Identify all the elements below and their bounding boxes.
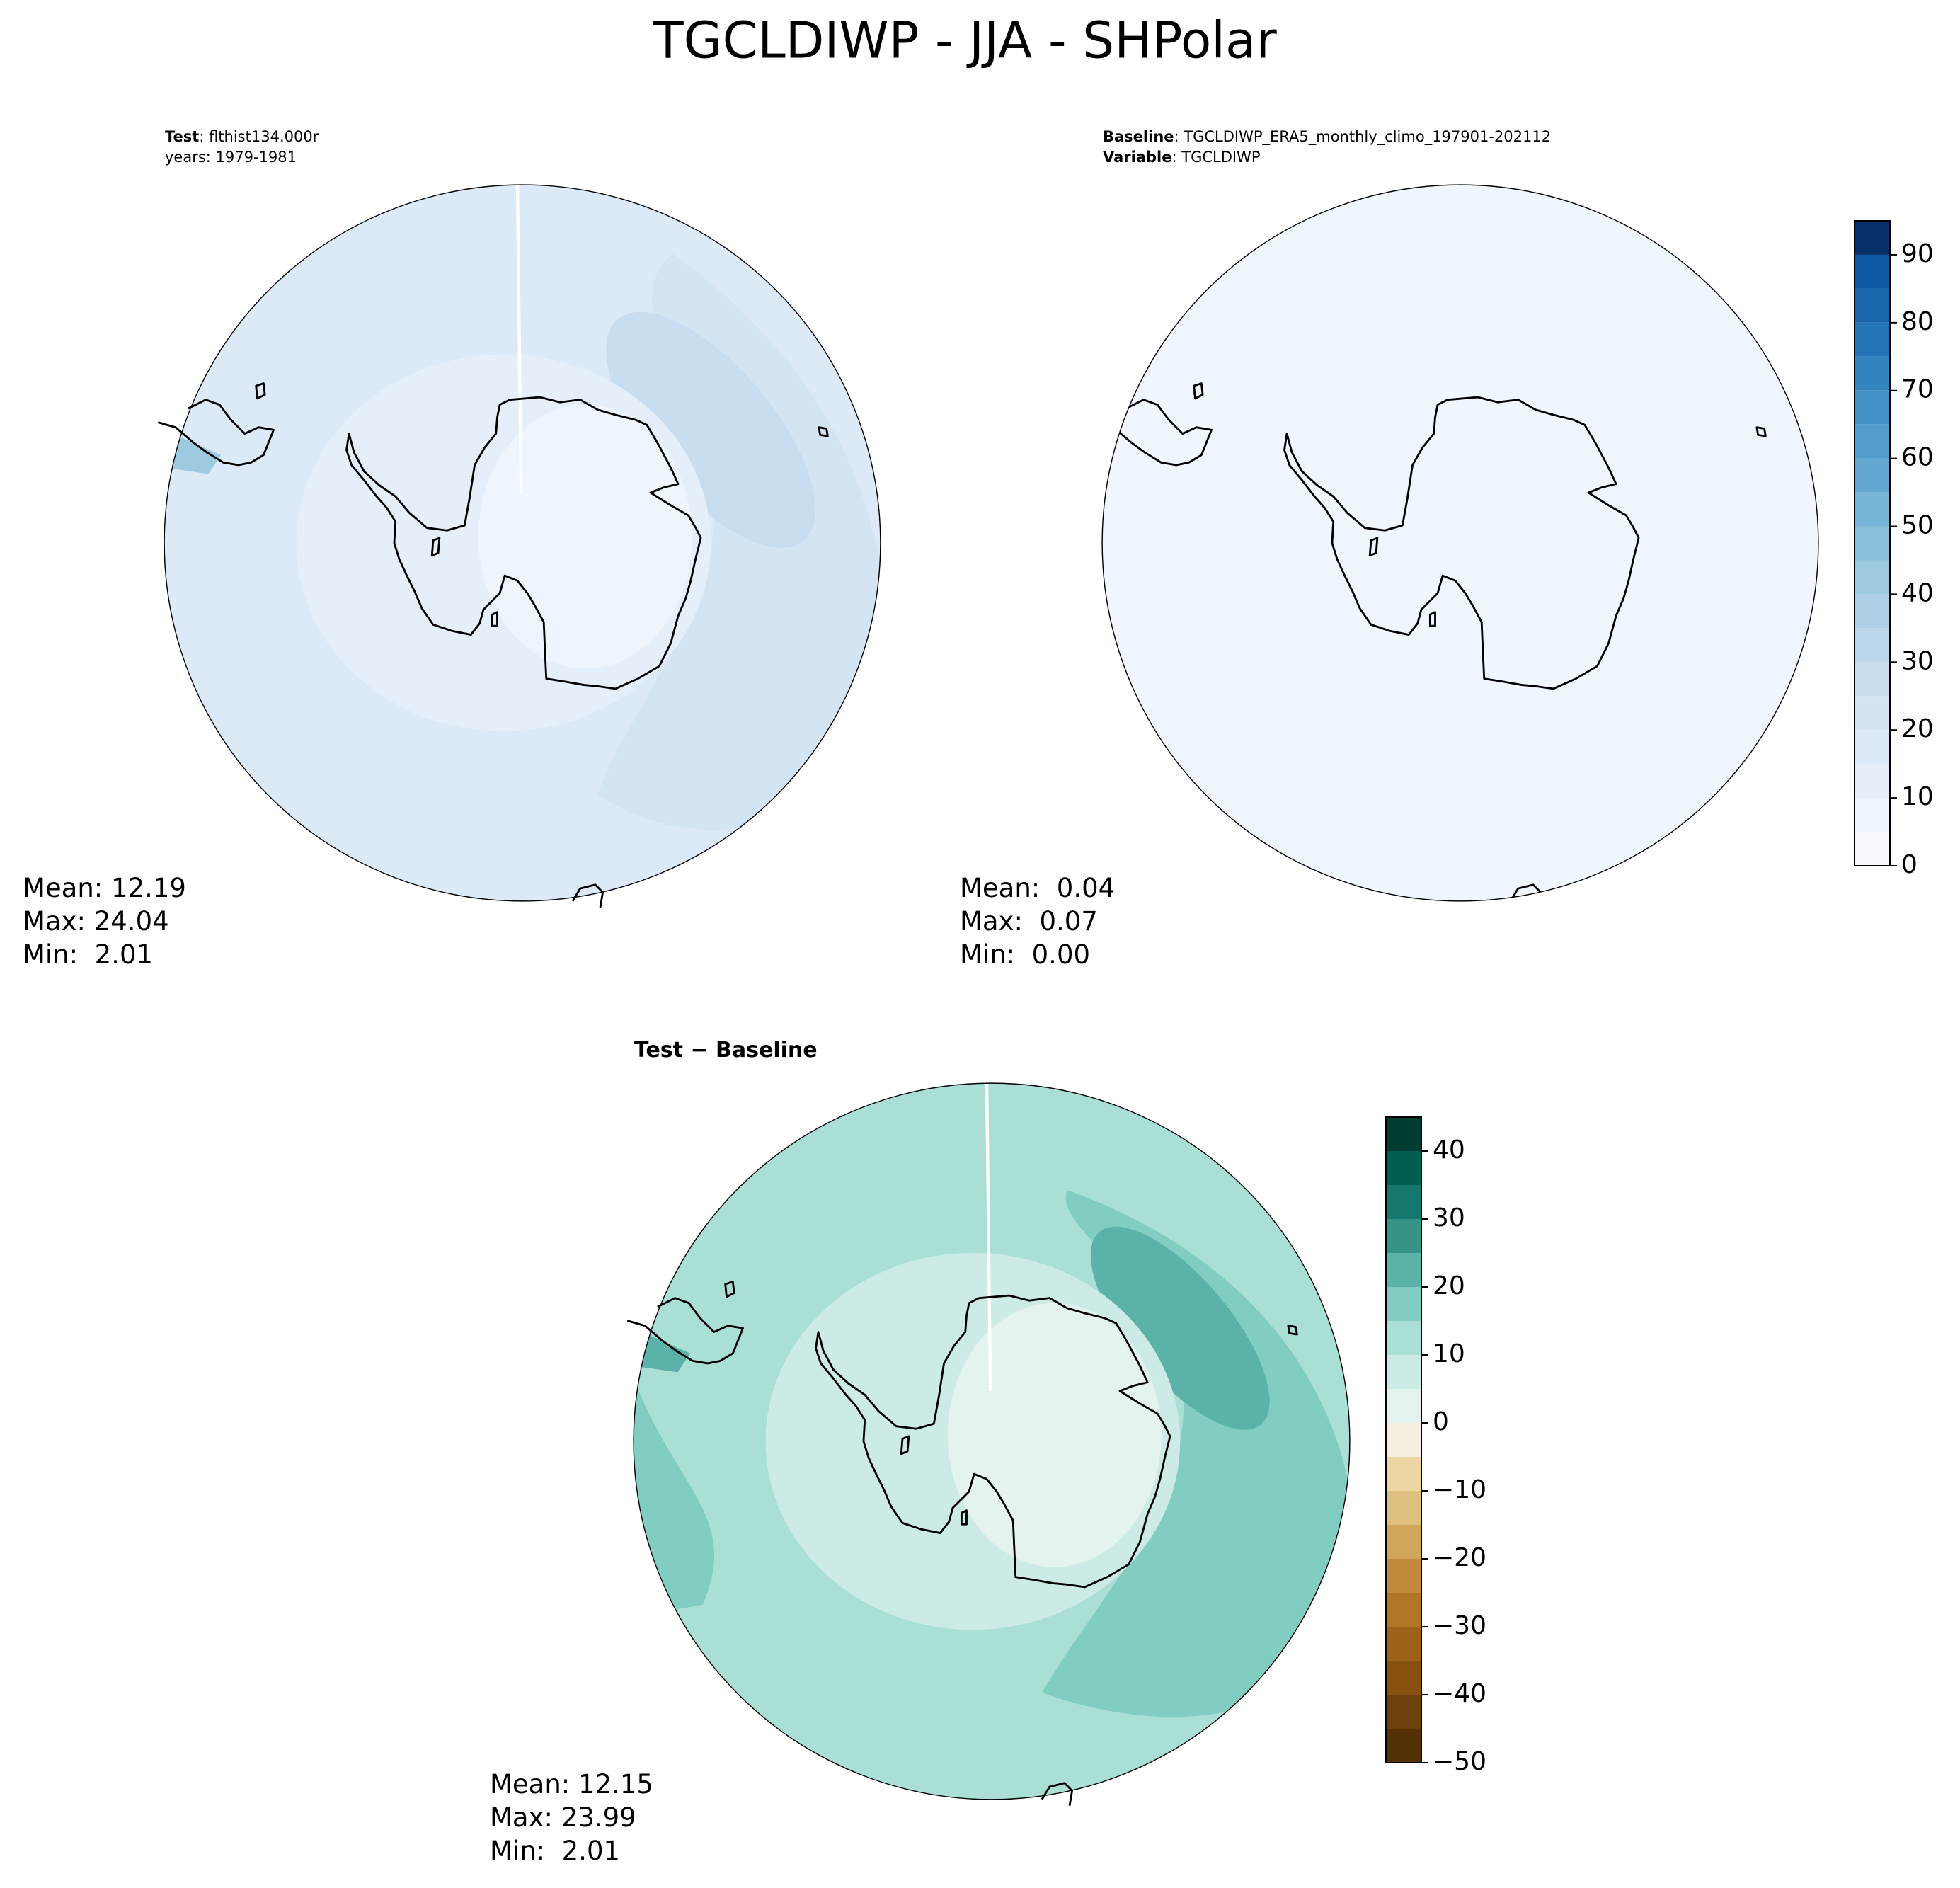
colorbar-band xyxy=(1386,1491,1421,1525)
header-text: years: 1979-1981 xyxy=(165,149,297,166)
colorbar-band xyxy=(1855,560,1890,595)
colorbar-band xyxy=(1855,458,1890,493)
colorbar-frame xyxy=(1854,220,1891,866)
colorbar-band xyxy=(1386,1219,1421,1253)
colorbar-tick-label: −40 xyxy=(1433,1679,1486,1708)
stat-text: Min: 0.00 xyxy=(960,939,1090,970)
panel-header: Variable: TGCLDIWP xyxy=(1103,149,1261,166)
colorbar-tick-label: 90 xyxy=(1901,239,1934,268)
colorbar-tick-label: 40 xyxy=(1433,1135,1465,1165)
colorbar-band xyxy=(1855,356,1890,391)
colorbar-tick-label: 0 xyxy=(1901,850,1918,879)
header-key: Baseline xyxy=(1103,128,1174,145)
colorbar-band xyxy=(1386,1457,1421,1491)
map-baseline xyxy=(1101,184,1819,902)
colorbar-band xyxy=(1386,1627,1421,1661)
stat-text: Max: 0.07 xyxy=(960,906,1098,937)
colorbar-tick-label: 0 xyxy=(1433,1407,1449,1436)
header-text: : TGCLDIWP_ERA5_monthly_climo_197901-202… xyxy=(1174,128,1552,146)
colorbar-band xyxy=(1855,221,1890,255)
map-difference xyxy=(626,1082,1351,1807)
colorbar-band xyxy=(1386,1389,1421,1423)
colorbar-band xyxy=(1855,322,1890,357)
colorbar-band xyxy=(1386,1525,1421,1559)
colorbar-band xyxy=(1386,1593,1421,1627)
header-key: Variable xyxy=(1103,149,1171,166)
colorbar-tick-label: −10 xyxy=(1433,1475,1486,1504)
colorbar-band xyxy=(1386,1185,1421,1219)
colorbar-frame xyxy=(1385,1116,1422,1763)
colorbar-tick-label: 70 xyxy=(1901,375,1934,404)
colorbar-tick-label: 40 xyxy=(1901,578,1934,607)
colorbar-band xyxy=(1855,628,1890,663)
header-key: Test xyxy=(165,128,199,145)
colorbar-band xyxy=(1386,1253,1421,1287)
colorbar-band xyxy=(1386,1321,1421,1355)
colorbar-band xyxy=(1386,1695,1421,1729)
colorbar-tick-label: −20 xyxy=(1433,1543,1486,1572)
colorbar-tick-label: −50 xyxy=(1433,1747,1486,1776)
colorbar-band xyxy=(1855,492,1890,527)
colorbar-band xyxy=(1855,730,1890,765)
colorbar-tick-label: 30 xyxy=(1901,646,1934,675)
colorbar-tick-label: 60 xyxy=(1901,443,1934,472)
header-text: : flthist134.000r xyxy=(199,128,319,145)
colorbar-band xyxy=(1386,1729,1421,1763)
colorbar-band xyxy=(1855,594,1890,629)
colorbar-band xyxy=(1855,798,1890,833)
colorbar-band xyxy=(1386,1355,1421,1389)
colorbar-band xyxy=(1855,696,1890,731)
stat-text: Max: 23.99 xyxy=(490,1802,636,1833)
figure-title: TGCLDIWP - JJA - SHPolar xyxy=(652,11,1277,70)
colorbar-band xyxy=(1855,424,1890,459)
stat-text: Min: 2.01 xyxy=(23,939,153,970)
colorbar-band xyxy=(1855,662,1890,697)
colorbar-tick-label: 10 xyxy=(1433,1339,1465,1368)
map-test xyxy=(156,184,881,909)
colorbar-band xyxy=(1386,1117,1421,1151)
colorbar-band xyxy=(1855,254,1890,289)
colorbar-band xyxy=(1386,1661,1421,1695)
colorbar-band xyxy=(1386,1559,1421,1593)
stat-text: Min: 2.01 xyxy=(490,1836,620,1866)
stat-text: Mean: 12.15 xyxy=(490,1769,653,1800)
colorbar-band xyxy=(1855,390,1890,425)
colorbar-band xyxy=(1386,1423,1421,1457)
colorbar-tick-label: −30 xyxy=(1433,1611,1486,1640)
colorbar-tick-label: 20 xyxy=(1901,714,1934,743)
colorbar-band xyxy=(1855,764,1890,799)
colorbar-tick-label: 10 xyxy=(1901,782,1934,811)
header-text: : TGCLDIWP xyxy=(1171,149,1260,166)
colorbar-band xyxy=(1855,288,1890,323)
colorbar-tick-label: 30 xyxy=(1433,1203,1465,1232)
colorbar-band xyxy=(1386,1151,1421,1185)
panel-header: Test: flthist134.000r xyxy=(165,128,319,145)
stat-text: Max: 24.04 xyxy=(23,906,169,937)
stat-text: Mean: 12.19 xyxy=(23,873,186,903)
colorbar-tick-label: 20 xyxy=(1433,1271,1465,1300)
colorbar-tick-label: 50 xyxy=(1901,511,1934,540)
colorbar-band xyxy=(1386,1287,1421,1321)
header-key: Test − Baseline xyxy=(634,1038,818,1063)
colorbar-band xyxy=(1855,526,1890,561)
panel-header: Test − Baseline xyxy=(634,1038,818,1063)
colorbar-band xyxy=(1855,832,1890,866)
stat-text: Mean: 0.04 xyxy=(960,873,1115,903)
panel-header: Baseline: TGCLDIWP_ERA5_monthly_climo_19… xyxy=(1103,128,1551,146)
colorbar-tick-label: 80 xyxy=(1901,307,1934,336)
panel-header: years: 1979-1981 xyxy=(165,149,297,166)
